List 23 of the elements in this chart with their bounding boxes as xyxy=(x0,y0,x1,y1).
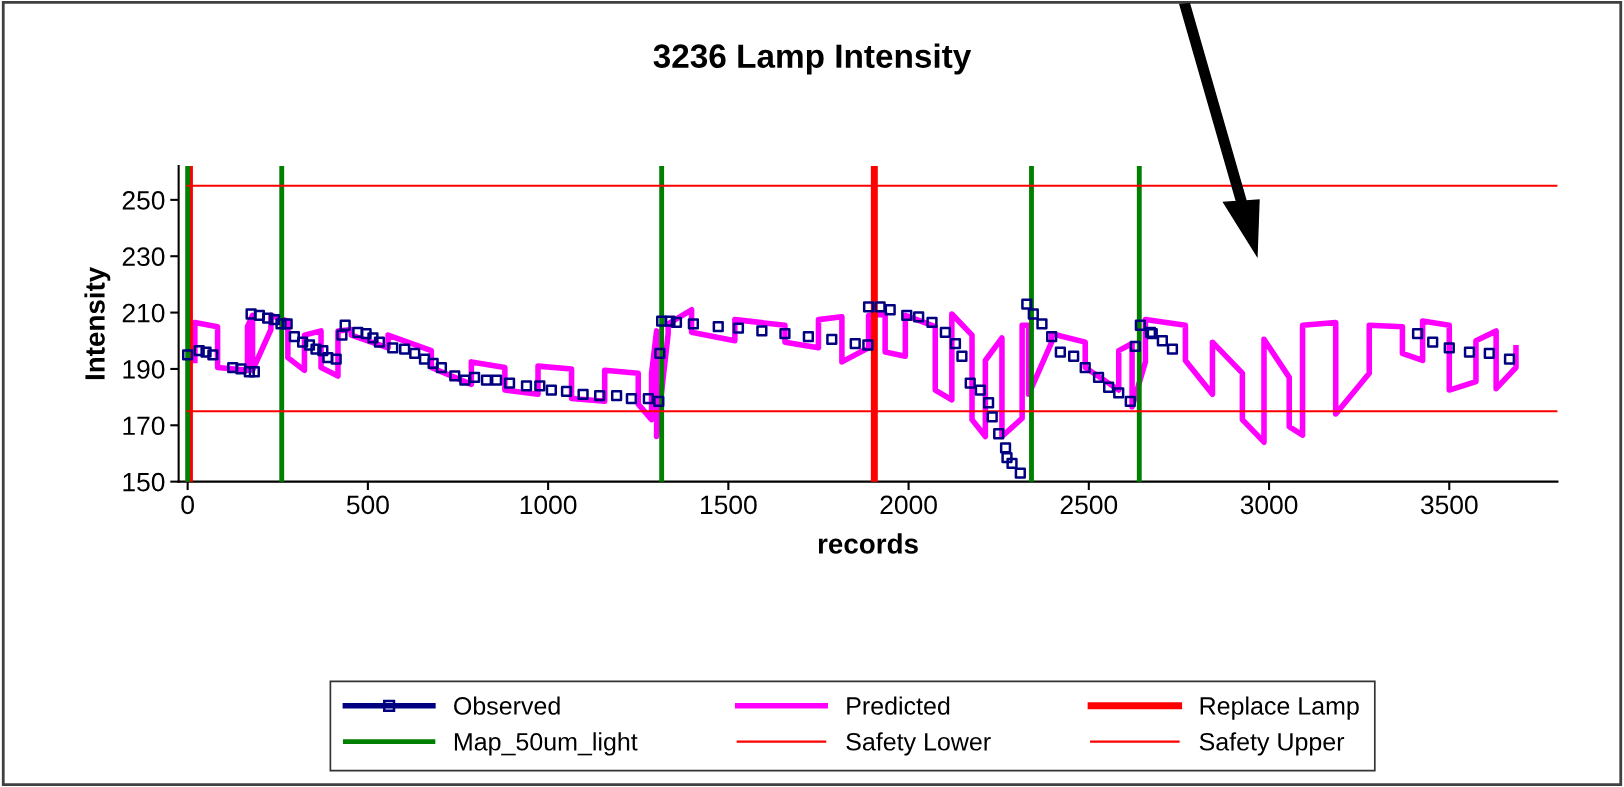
y-tick-label: 150 xyxy=(123,472,165,492)
x-tick-label: 3500 xyxy=(1420,495,1478,515)
x-tick-label: 2500 xyxy=(1060,495,1118,515)
x-tick-label: 0 xyxy=(181,495,194,515)
legend-label: Replace Lamp xyxy=(1200,696,1359,720)
legend-label: Safety Upper xyxy=(1199,732,1345,756)
y-tick-label: 190 xyxy=(123,360,165,379)
y-tick-label: 210 xyxy=(122,303,165,323)
legend-label: Map_50um_light xyxy=(454,732,638,756)
legend-label: Predicted xyxy=(847,696,950,715)
x-tick-label: 500 xyxy=(346,495,389,515)
y-axis-title: Intensity xyxy=(84,266,111,380)
y-tick-label: 170 xyxy=(123,416,165,436)
legend-label: Observed xyxy=(454,696,560,715)
legend-label: Safety Lower xyxy=(846,732,991,756)
x-tick-label: 1000 xyxy=(520,495,577,515)
x-tick-label: 3000 xyxy=(1240,495,1298,515)
x-axis-title: records xyxy=(818,533,918,554)
chart-title: 3236 Lamp Intensity xyxy=(653,43,972,75)
y-tick-label: 250 xyxy=(122,191,165,210)
x-tick-label: 1500 xyxy=(701,495,757,515)
y-tick-label: 230 xyxy=(122,247,165,267)
x-tick-label: 2000 xyxy=(880,495,937,515)
